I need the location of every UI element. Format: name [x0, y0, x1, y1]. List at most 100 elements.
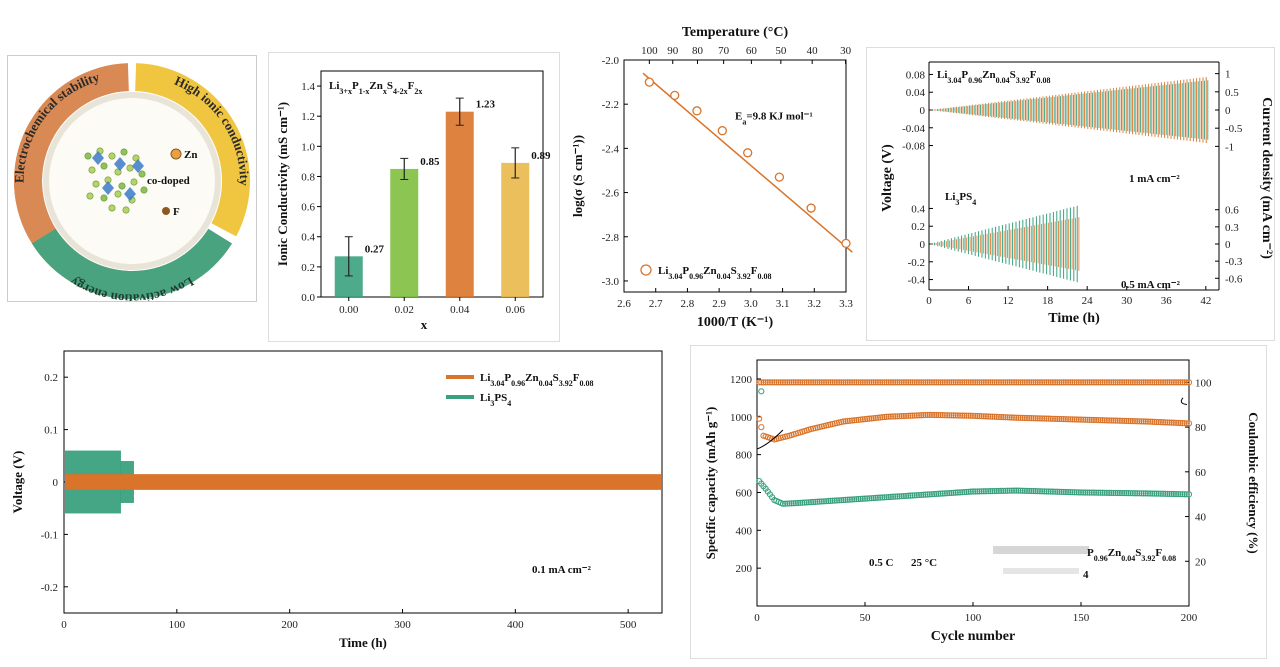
capacity-point: [943, 490, 951, 497]
capacity-point: [1030, 415, 1037, 422]
ce-point: [825, 379, 832, 386]
ce-point: [1088, 379, 1095, 386]
ce-point: [1021, 379, 1028, 386]
y-tick-label: -0.2: [908, 257, 925, 269]
capacity-point: [1073, 416, 1080, 423]
formula-subscript: 0.08: [1036, 76, 1050, 85]
formula-element: Zn: [703, 265, 716, 277]
ce-point: [961, 379, 968, 386]
ce-point: [1170, 379, 1177, 386]
capacity-point: [879, 414, 886, 421]
y-tick-label: 0: [53, 477, 59, 489]
capacity-point: [857, 495, 864, 502]
y-tick-label: 600: [736, 487, 753, 499]
ce-point: [801, 379, 808, 386]
capacity-point: [974, 488, 981, 495]
fit-line: [642, 72, 853, 253]
right-tick-label: 1: [1225, 69, 1231, 81]
capacity-point: [1123, 417, 1130, 425]
capacity-point: [1097, 417, 1104, 424]
capacity-point: [1026, 487, 1033, 495]
legend-swatch-faded: [1003, 568, 1079, 574]
capacity-point: [842, 418, 849, 425]
text-span: 1-x: [359, 87, 370, 96]
ce-point: [851, 379, 858, 386]
left-axis-label: Specific capacity (mAh g⁻¹): [703, 407, 718, 560]
ce-point: [1060, 379, 1067, 386]
ce-point: [1127, 379, 1134, 386]
y-tick-label: 0.0: [301, 292, 315, 304]
y-tick-label: 400: [736, 525, 753, 537]
data-point: [806, 203, 816, 213]
capacity-point: [1008, 414, 1015, 421]
capacity-point: [997, 413, 1005, 421]
capacity-point: [937, 490, 944, 497]
plot-frame: [623, 59, 847, 293]
ce-point: [820, 379, 828, 386]
ce-point: [937, 379, 944, 386]
ce-point: [967, 379, 974, 386]
ce-point: [939, 379, 946, 386]
capacity-point: [1110, 489, 1117, 497]
ce-point: [1090, 379, 1098, 386]
x-tick-label: 12: [1003, 295, 1014, 307]
capacity-point: [1082, 416, 1089, 423]
ce-point: [1134, 379, 1141, 386]
capacity-point: [1134, 490, 1141, 497]
capacity-point: [982, 488, 990, 495]
crystal-structure-icon: [84, 147, 148, 214]
temperature-condition: 25 °C: [911, 557, 937, 569]
y-tick-label: 0.1: [44, 425, 58, 437]
capacity-point: [1127, 490, 1134, 497]
legend-label: Li3.04P0.96Zn0.04S3.92F0.08: [658, 265, 771, 281]
capacity-point: [1051, 488, 1059, 495]
ce-point: [1108, 379, 1115, 386]
arrhenius-panel: 2.6 2.7 2.8 2.9 3.0 3.1 3.2 3.3 -2.0 -2.2 -2.4 -2.6…: [562, 8, 862, 338]
capacity-point: [900, 412, 907, 420]
legend-label-doped: Li3.04P0.96Zn0.04S3.92F0.08: [480, 372, 593, 388]
x-tick-label: 3.3: [839, 298, 853, 310]
capacity-point: [907, 492, 914, 499]
ce-point: [1075, 379, 1082, 386]
capacity-point: [1019, 487, 1026, 494]
ce-point: [1054, 379, 1061, 386]
capacity-point: [911, 492, 918, 499]
x-tick-label: 150: [1073, 612, 1090, 624]
capacity-point: [928, 491, 936, 498]
x-axis-label: Cycle number: [931, 629, 1015, 644]
capacity-point: [993, 413, 1000, 420]
capacity-point: [1103, 489, 1111, 496]
capacity-point: [959, 412, 966, 419]
conductivity-bar-chart: 0.0 0.2 0.4 0.6 0.8 1.0 1.2 1.4 0.27 0.00 0.85 0.02…: [275, 70, 551, 332]
ce-point: [965, 379, 972, 386]
capacity-point: [924, 491, 931, 498]
ce-point: [978, 379, 985, 386]
x-tick-label: 500: [620, 619, 637, 631]
formula-element: Li: [658, 265, 668, 277]
capacity-point: [980, 413, 987, 420]
capacity-point: [842, 496, 849, 503]
legend-formula: Li3+xP1-xZnxS4-2xF2x: [329, 80, 422, 96]
ce-point: [1166, 379, 1173, 386]
capacity-point: [1013, 487, 1020, 494]
formula-subscript: 4: [507, 399, 511, 408]
capacity-point: [1095, 489, 1102, 496]
ce-point: [868, 379, 875, 386]
top-axis-label: Temperature (°C): [682, 25, 789, 40]
formula-subscript: 0.08: [757, 272, 771, 281]
capacity-point: [885, 413, 892, 420]
capacity-point: [935, 411, 942, 419]
x-tick-label: 30: [1121, 295, 1133, 307]
x-tick-label: 0: [926, 295, 932, 307]
ce-point: [1069, 379, 1076, 386]
legend-marker: [640, 264, 652, 276]
capacity-point: [918, 491, 925, 499]
capacity-point: [985, 488, 992, 495]
capacity-point: [1114, 489, 1121, 497]
ce-point: [956, 379, 964, 386]
capacity-point: [948, 412, 955, 419]
ce-point: [1118, 379, 1126, 386]
ce-point: [1112, 379, 1119, 386]
capacity-point: [1073, 489, 1080, 496]
ce-point: [1164, 379, 1171, 386]
